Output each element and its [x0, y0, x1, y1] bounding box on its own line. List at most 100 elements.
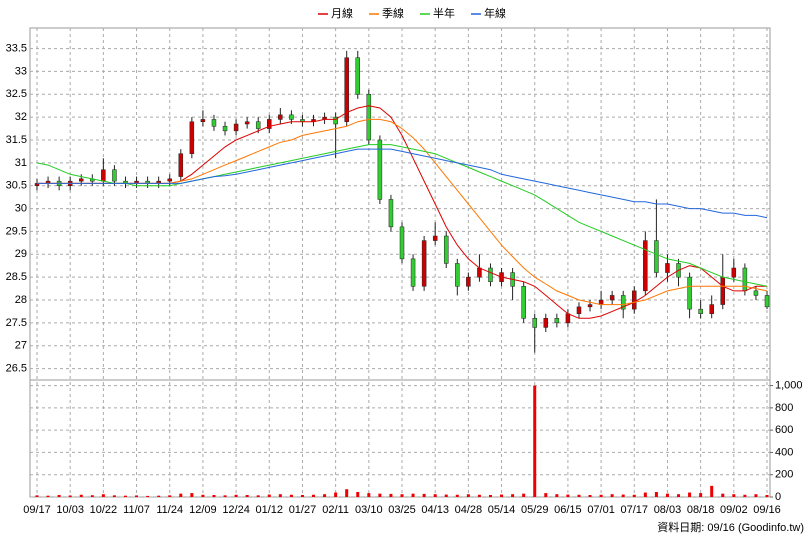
candle-body — [753, 290, 759, 296]
y-tick-label: 27 — [15, 340, 27, 352]
candle-body — [167, 178, 172, 182]
volume-bar — [688, 492, 692, 497]
candle-body — [233, 123, 239, 132]
candle-body — [665, 263, 670, 273]
volume-bar — [621, 494, 625, 497]
x-tick-label: 10/03 — [56, 504, 84, 516]
footer: 資料日期: 09/16 (Goodinfo.tw) — [657, 520, 804, 534]
volume-bar — [245, 494, 249, 497]
volume-bar — [500, 494, 504, 497]
candle-body — [222, 126, 228, 132]
ma-line — [37, 148, 768, 219]
candle-body — [410, 258, 416, 287]
y-tick-label: 33.5 — [6, 42, 27, 54]
legend-label: 半年 — [433, 6, 455, 20]
volume-bar — [654, 491, 658, 497]
volume-bar — [112, 495, 116, 497]
volume-bar — [422, 493, 426, 497]
candle-body — [698, 308, 703, 314]
volume-bar — [632, 494, 636, 497]
volume-bar — [367, 493, 371, 497]
candle-body — [466, 276, 471, 287]
volume-bar — [256, 495, 260, 497]
x-tick-label: 04/28 — [455, 504, 483, 516]
volume-bar — [300, 494, 304, 497]
volume-bar — [278, 494, 282, 497]
x-tick-label: 01/12 — [256, 504, 284, 516]
candle-body — [532, 318, 537, 328]
volume-bar — [533, 385, 537, 497]
y2-tick-label: 200 — [775, 469, 793, 481]
candle-body — [101, 169, 106, 182]
y-tick-label: 29 — [15, 248, 27, 260]
volume-bar — [710, 485, 714, 497]
x-tick-label: 07/01 — [587, 504, 615, 516]
candle-body — [609, 295, 615, 301]
volume-bar — [577, 494, 581, 497]
volume-bar — [732, 494, 736, 497]
candle-body — [399, 226, 405, 260]
candle-body — [576, 306, 582, 314]
y-tick-label: 28 — [15, 294, 27, 306]
volume-bar — [168, 495, 172, 497]
candle-body — [278, 114, 283, 120]
volume-bar — [743, 494, 747, 497]
volume-bar — [68, 495, 72, 497]
volume-bar — [212, 494, 216, 497]
volume-bar — [477, 494, 481, 497]
volume-bar — [123, 495, 127, 497]
volume-bar — [234, 494, 238, 497]
x-tick-label: 01/27 — [289, 504, 317, 516]
volume-bar — [643, 492, 647, 497]
volume-bar — [610, 494, 614, 497]
x-tick-label: 03/25 — [388, 504, 416, 516]
candle-body — [421, 240, 427, 287]
candle-body — [742, 267, 748, 292]
volume-bar — [323, 494, 327, 497]
volume-bar — [721, 493, 725, 497]
volume-bar — [765, 494, 769, 497]
candle-body — [344, 57, 349, 122]
candle-body — [289, 114, 294, 120]
volume-bar — [312, 494, 316, 497]
y2-tick-label: 1,000 — [775, 379, 803, 391]
volume-bar — [201, 494, 205, 497]
volume-bar — [223, 495, 227, 497]
y-tick-label: 29.5 — [6, 225, 27, 237]
y2-tick-label: 400 — [775, 446, 793, 458]
candle-body — [267, 119, 272, 129]
candle-body — [643, 240, 648, 292]
candle-body — [377, 139, 383, 200]
volume-bar — [101, 494, 105, 497]
candle-body — [521, 286, 526, 319]
volume-bar — [356, 491, 360, 497]
y-tick-label: 31.5 — [6, 134, 27, 146]
volume-bar — [35, 495, 39, 497]
volume-bar — [444, 494, 448, 497]
volume-bar — [544, 493, 548, 497]
y2-tick-label: 800 — [775, 402, 793, 414]
candle-body — [587, 304, 593, 308]
candle-body — [709, 304, 714, 314]
y2-tick-label: 600 — [775, 424, 793, 436]
candle-body — [355, 57, 361, 95]
candle-body — [565, 313, 571, 324]
volume-bar — [157, 495, 161, 497]
volume-bar — [599, 494, 603, 497]
volume-bar — [488, 494, 492, 497]
candle-body — [244, 121, 250, 125]
candle-body — [200, 119, 206, 122]
x-tick-label: 09/16 — [753, 504, 781, 516]
volume-bar — [289, 494, 293, 497]
x-tick-label: 05/29 — [521, 504, 549, 516]
volume-bar — [79, 494, 83, 497]
x-tick-label: 08/18 — [687, 504, 715, 516]
candle-body — [632, 290, 637, 310]
plot-area — [29, 27, 771, 498]
candle-body — [178, 153, 184, 177]
volume-bar — [466, 494, 470, 497]
x-tick-label: 07/17 — [621, 504, 649, 516]
legend-label: 季線 — [382, 6, 404, 20]
x-tick-label: 11/07 — [123, 504, 150, 516]
candle-body — [78, 178, 84, 182]
